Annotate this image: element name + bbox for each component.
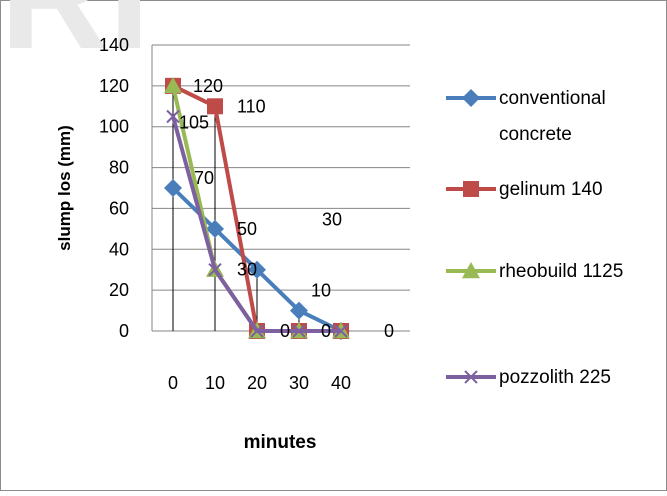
data-point-marker	[164, 179, 182, 197]
y-tick-label: 80	[109, 158, 129, 178]
legend: conventional concrete gelinum 140 rheobuild…	[446, 88, 623, 388]
legend-entry: rheobuild 1125	[446, 261, 623, 282]
y-tick-label: 140	[99, 35, 129, 55]
legend-entry: conventional concrete	[446, 88, 606, 145]
x-tick-label: 40	[331, 373, 351, 393]
data-point-marker	[248, 260, 266, 279]
data-point-marker	[462, 262, 480, 279]
data-point-marker	[166, 109, 180, 124]
data-label: 30	[322, 210, 342, 230]
legend-label: conventional	[499, 88, 606, 109]
data-point-marker	[208, 263, 222, 277]
data-label: 0	[280, 321, 290, 341]
x-tick-label: 10	[205, 373, 225, 393]
legend-entry: pozzolith 225	[446, 367, 611, 388]
legend-label: rheobuild 1125	[499, 261, 623, 282]
data-point-marker	[206, 219, 224, 238]
data-label: 10	[311, 281, 331, 301]
data-label: 50	[237, 219, 257, 239]
legend-label: gelinum 140	[499, 179, 603, 200]
data-point-marker	[334, 324, 348, 338]
data-point-marker	[207, 98, 223, 115]
data-label: 30	[237, 260, 257, 280]
legend-entry: gelinum 140	[446, 179, 603, 200]
legend-label: concrete	[499, 124, 572, 145]
data-point-marker	[164, 76, 182, 94]
data-label: 110	[237, 96, 266, 116]
data-point-marker	[464, 370, 478, 384]
y-tick-label: 40	[109, 239, 129, 259]
data-labels: 70 50 30 10 0 120 110 0 0 30 105	[179, 76, 394, 341]
x-axis-label: minutes	[244, 432, 317, 453]
data-label: 0	[321, 321, 331, 341]
gridlines	[152, 44, 410, 332]
series-layer	[164, 76, 350, 340]
y-tick-label: 120	[99, 76, 129, 96]
x-tick-label: 0	[168, 373, 178, 393]
data-label: 70	[194, 168, 214, 188]
data-point-marker	[250, 324, 264, 338]
data-point-marker	[290, 301, 308, 320]
data-point-marker	[292, 324, 306, 338]
x-tick-label: 20	[247, 373, 267, 393]
data-point-marker	[463, 181, 479, 197]
y-tick-label: 100	[99, 117, 129, 137]
legend-label: pozzolith 225	[499, 367, 611, 388]
y-tick-label: 20	[109, 280, 129, 300]
y-tick-label: 0	[119, 321, 129, 341]
watermark-logo-text: RI	[0, 0, 150, 80]
data-point-marker	[462, 89, 480, 107]
y-axis-label: slump los (mm)	[55, 125, 74, 251]
y-tick-label: 60	[109, 198, 129, 218]
x-tick-label: 30	[289, 373, 309, 393]
data-label: 120	[193, 76, 223, 96]
data-label: 0	[384, 321, 394, 341]
data-label: 105	[179, 113, 209, 133]
series-pozzolith-225	[166, 109, 348, 338]
